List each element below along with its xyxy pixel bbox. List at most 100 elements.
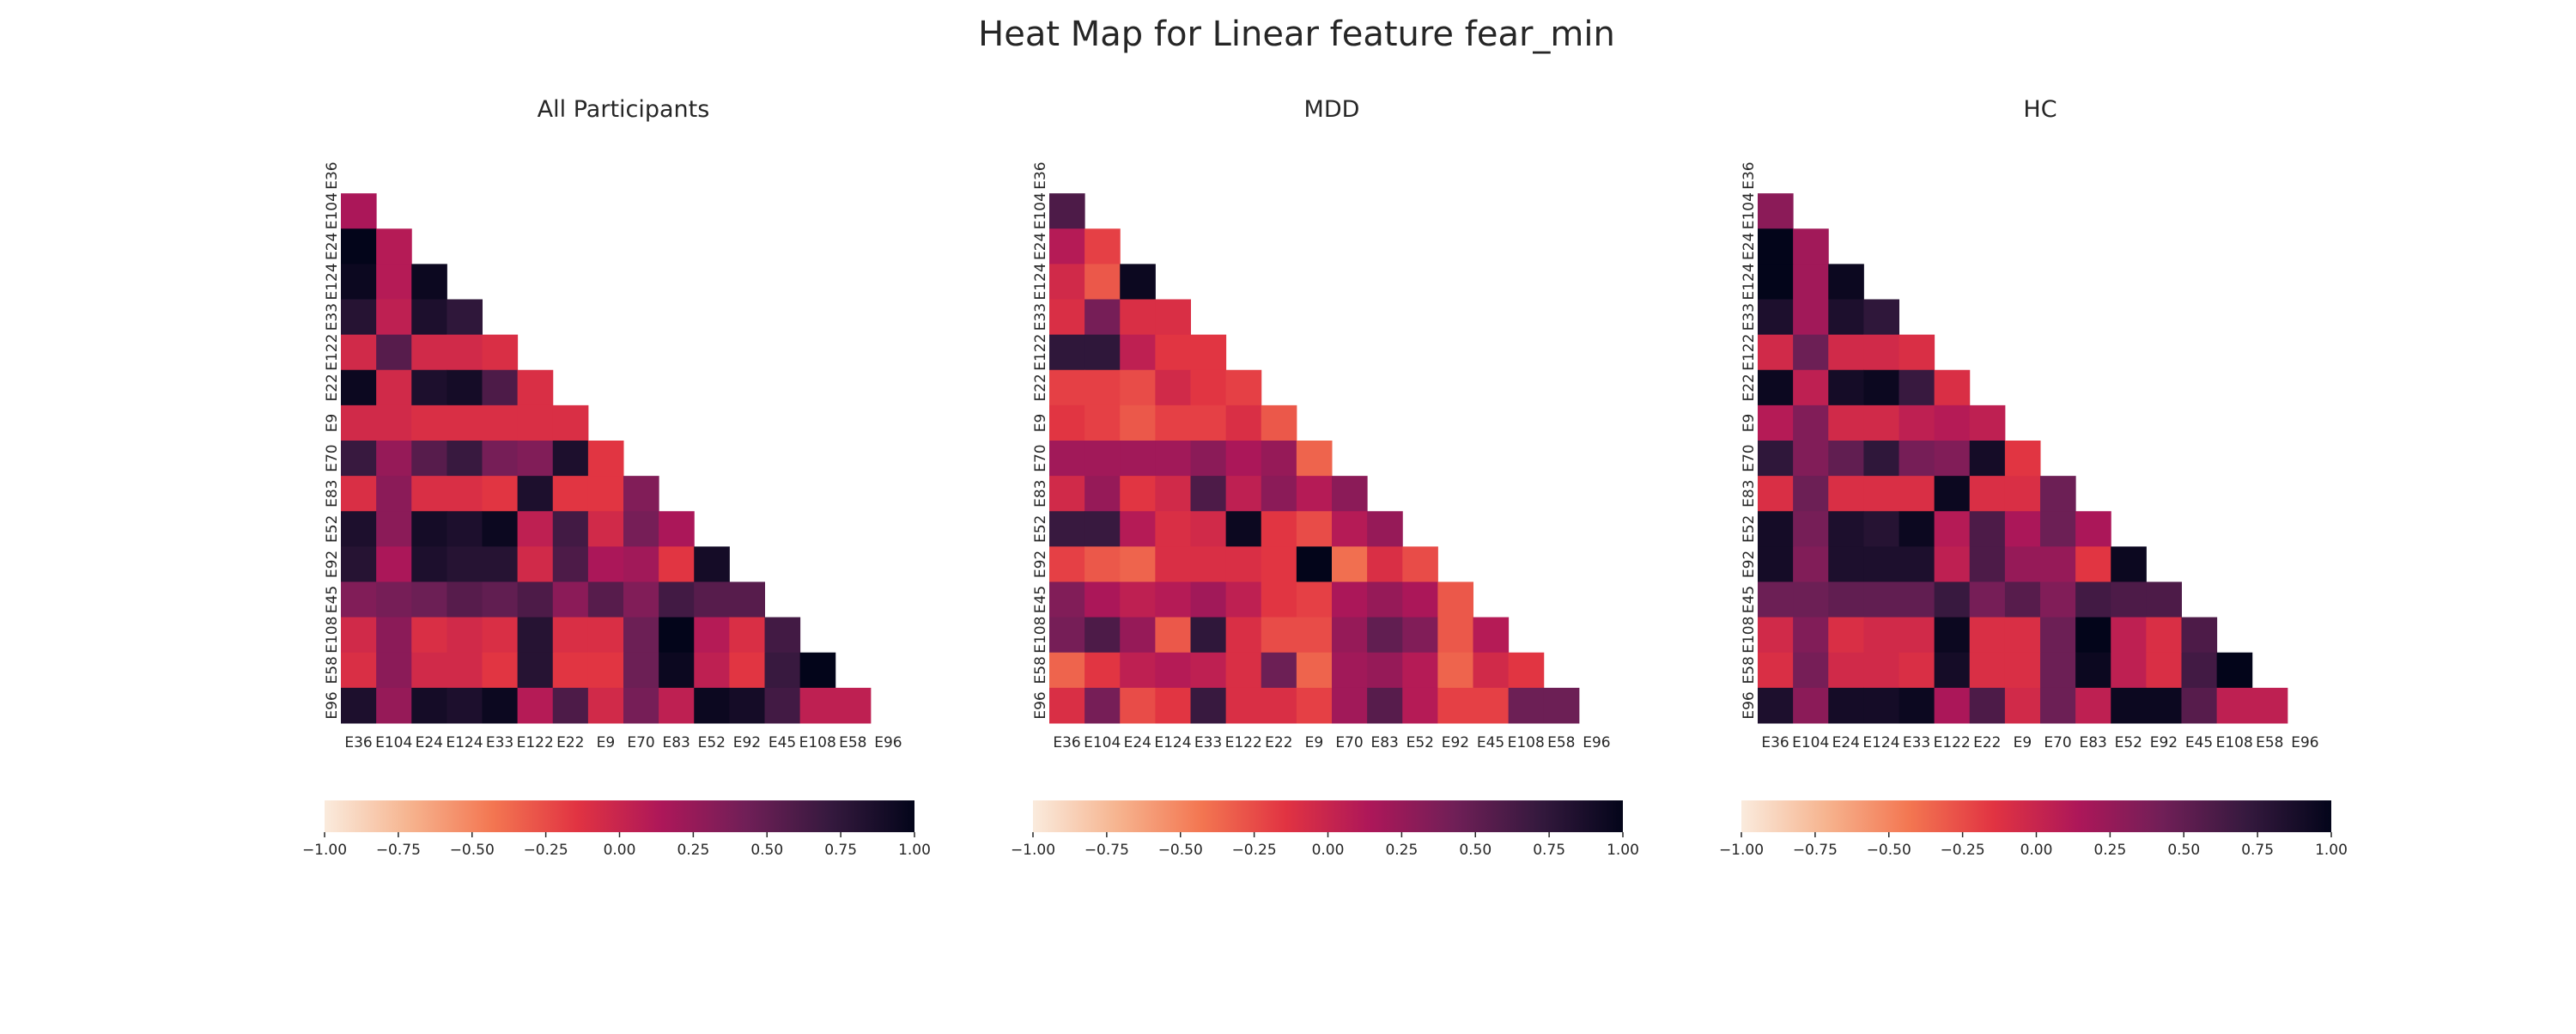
x-tick-label: E58	[2256, 734, 2283, 751]
heatmap-cell	[1049, 441, 1085, 477]
heatmap-cell	[1758, 404, 1794, 441]
heatmap-cell	[1899, 687, 1935, 724]
heatmap-cell	[1969, 617, 2006, 654]
heatmap-cell	[1296, 652, 1333, 689]
colorbar-tick-label: 0.25	[1385, 842, 1418, 859]
heatmap-cell	[1793, 581, 1829, 618]
heatmap-cell	[1332, 511, 1368, 547]
y-tick-label: E24	[1032, 233, 1049, 260]
heatmap-cell	[2111, 581, 2147, 618]
heatmap-cell	[341, 511, 377, 547]
y-tick-label: E9	[324, 414, 341, 433]
heatmap-cell	[1934, 546, 1971, 582]
colorbar: −1.00 −0.75 −0.50 −0.25 0.00 0.25 0.50 0.75 1.00	[302, 800, 931, 859]
heatmap-cell	[2075, 687, 2111, 724]
heatmap-cell	[2040, 652, 2076, 689]
heatmap-cell	[1793, 652, 1829, 689]
y-tick-label: E122	[1032, 334, 1049, 371]
heatmap-cell	[1934, 476, 1971, 512]
colorbar-tick-label: 1.00	[898, 842, 931, 859]
heatmap-cell	[482, 687, 519, 724]
y-tick-label: E24	[324, 233, 341, 260]
heatmap-cell	[1049, 264, 1085, 300]
heatmap-cell	[517, 581, 554, 618]
heatmap-cell	[1367, 546, 1403, 582]
heatmap-cell	[1190, 617, 1227, 654]
colorbar-tick-label: 0.75	[2241, 842, 2274, 859]
heatmap-cell	[482, 581, 519, 618]
heatmap-cell	[1261, 617, 1297, 654]
heatmap-cell	[1473, 652, 1510, 689]
heatmap-cell	[2111, 687, 2147, 724]
figure-title: Heat Map for Linear feature fear_min	[978, 15, 1615, 54]
x-tick-label: E33	[486, 734, 513, 751]
heatmap-cell	[2040, 476, 2076, 512]
heatmap-cell	[447, 334, 483, 371]
heatmap-cell	[1120, 476, 1156, 512]
heatmap-cell	[376, 546, 412, 582]
y-tick-label: E108	[324, 617, 341, 654]
heatmap-cell	[2111, 617, 2147, 654]
heatmap-cell	[1084, 581, 1121, 618]
heatmap-cell	[1296, 511, 1333, 547]
heatmap-cell	[1828, 264, 1864, 300]
heatmap-cell	[376, 476, 412, 512]
heatmap-cell	[376, 617, 412, 654]
heatmap-cell	[341, 546, 377, 582]
heatmap-cell	[1155, 511, 1191, 547]
colorbar-tick-label: −0.50	[1158, 842, 1203, 859]
heatmap-cell	[623, 652, 659, 689]
x-tick-label: E92	[1442, 734, 1469, 751]
heatmap-cell	[2146, 581, 2182, 618]
heatmap-cell	[1367, 581, 1403, 618]
heatmap-panel-hc: HCE36E104E24E124E33E122E22E9E70E83E52E92…	[1719, 96, 2348, 859]
heatmap-cell	[1367, 687, 1403, 724]
heatmap-cell	[1402, 617, 1438, 654]
heatmap-cell	[587, 476, 624, 512]
heatmap-cell	[1473, 687, 1510, 724]
heatmap-cell	[1120, 511, 1156, 547]
heatmap-cell	[411, 404, 447, 441]
heatmap-cell	[587, 687, 624, 724]
heatmap-cell	[1049, 687, 1085, 724]
x-tick-label: E124	[446, 734, 483, 751]
heatmap-cell	[517, 369, 554, 406]
y-tick-label: E108	[1741, 617, 1758, 654]
heatmap-cell	[376, 369, 412, 406]
heatmap-cell	[1863, 581, 1899, 618]
heatmap-cell	[2040, 617, 2076, 654]
heatmap-cell	[1793, 334, 1829, 371]
y-tick-label: E52	[1741, 515, 1758, 543]
x-tick-label: E108	[799, 734, 836, 751]
colorbar-tick-label: −1.00	[302, 842, 347, 859]
heatmap-cell	[1225, 404, 1262, 441]
heatmap-cell	[1863, 511, 1899, 547]
heatmap-cell	[1863, 441, 1899, 477]
heatmap-cell	[1899, 652, 1935, 689]
heatmap-cell	[1863, 617, 1899, 654]
heatmap-cell	[1049, 193, 1085, 229]
heatmap-cell	[1793, 687, 1829, 724]
heatmap-cell	[552, 441, 589, 477]
heatmap-cell	[1899, 369, 1935, 406]
x-tick-label: E22	[556, 734, 584, 751]
y-tick-label: E96	[1032, 691, 1049, 719]
heatmap-panel-mdd: MDDE36E104E24E124E33E122E22E9E70E83E52E9…	[1011, 96, 1639, 859]
heatmap-cell	[376, 652, 412, 689]
heatmap-cell	[1758, 511, 1794, 547]
y-tick-label: E22	[1032, 374, 1049, 401]
x-tick-label: E104	[375, 734, 412, 751]
heatmap-cell	[2004, 511, 2041, 547]
heatmap-cell	[1473, 617, 1510, 654]
x-tick-label: E22	[1265, 734, 1292, 751]
heatmap-cell	[552, 687, 589, 724]
heatmap-cell	[1828, 404, 1864, 441]
heatmap-cell	[587, 652, 624, 689]
heatmap-cell	[341, 193, 377, 229]
heatmap-cell	[1190, 441, 1227, 477]
x-tick-label: E9	[597, 734, 616, 751]
x-tick-label: E36	[344, 734, 372, 751]
heatmap-cell	[482, 404, 519, 441]
heatmap-cell	[1828, 299, 1864, 336]
heatmap-cell	[1225, 511, 1262, 547]
